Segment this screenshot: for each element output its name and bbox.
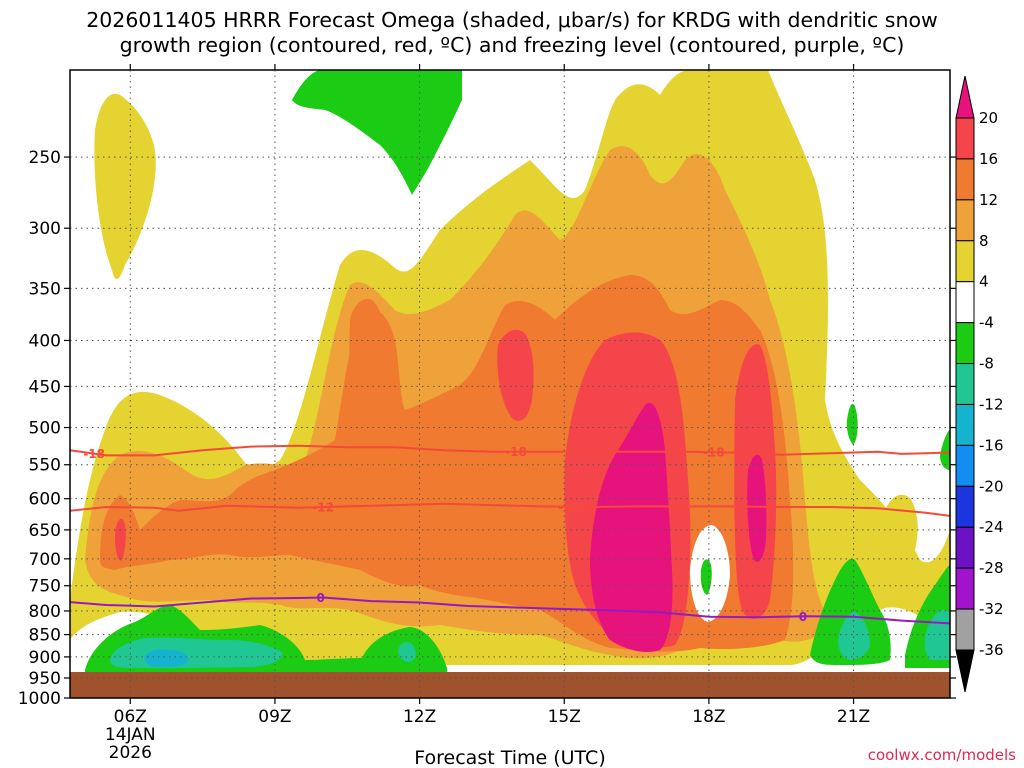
omega-shading: [70, 70, 950, 672]
shade-cyan-low: [144, 649, 189, 668]
x-date-line2: 2026: [109, 743, 152, 763]
contour-line-0: [70, 444, 950, 457]
colorbar-bin-12: [955, 608, 975, 651]
y-tick-label-500: 500: [29, 419, 61, 439]
colorbar-label-0: 20: [979, 109, 998, 127]
shade-yellow-plume-6z: [94, 93, 156, 280]
colorbar-bin-5: [955, 322, 975, 365]
colorbar-label-6: -8: [979, 355, 994, 373]
colorbar-bin-6: [955, 363, 975, 405]
x-tick-label-12Z: 12Z: [403, 707, 436, 727]
colorbar-label-7: -12: [979, 395, 1004, 413]
colorbar-label-11: -28: [979, 559, 1004, 577]
colorbar-label-9: -20: [979, 477, 1004, 495]
colorbar: 20 16 12 8 4 -4 -8 -12 -16 -20 -24 -28 -32 -36: [955, 75, 1004, 693]
colorbar-label-5: -4: [979, 314, 994, 332]
colorbar-label-1: 16: [979, 150, 998, 168]
shade-magenta-core: [590, 402, 673, 652]
contour-label-0-1: -18: [505, 445, 527, 459]
y-tick-label-300: 300: [29, 219, 61, 239]
y-tick-label-350: 350: [29, 279, 61, 299]
contour-line-2: [70, 596, 950, 625]
chart-title-line1: 2026011405 HRRR Forecast Omega (shaded, …: [86, 8, 938, 32]
contour-label-0-2: -18: [703, 446, 725, 460]
x-tick-label-21Z: 21Z: [837, 707, 870, 727]
colorbar-bin-8: [955, 444, 975, 487]
colorbar-label-8: -16: [979, 436, 1004, 454]
shade-green-far-right: [940, 430, 950, 470]
contour-label-1-0: -12: [312, 501, 334, 515]
contour-lines: -18 -18 -18 -12 -12 0 0: [70, 444, 950, 625]
y-tick-label-600: 600: [29, 490, 61, 510]
colorbar-bin-2: [955, 199, 975, 242]
y-tick-label-550: 550: [29, 456, 61, 476]
colorbar-bin-9: [955, 485, 975, 528]
x-tick-label-09Z: 09Z: [258, 707, 291, 727]
contour-line-1: [70, 502, 950, 517]
shade-white-gap-9z: [175, 300, 320, 475]
colorbar-bin-10: [955, 526, 975, 569]
contour-label-0-0: -18: [83, 447, 105, 461]
y-tick-label-900: 900: [29, 648, 61, 668]
y-tick-label-650: 650: [29, 521, 61, 541]
x-axis-label: Forecast Time (UTC): [414, 747, 605, 768]
colorbar-bin-3: [955, 240, 975, 283]
y-tick-label-1000: 1000: [18, 689, 61, 709]
shade-red-6z: [115, 518, 126, 561]
x-tick-label-18Z: 18Z: [692, 707, 725, 727]
shade-red-14z: [497, 329, 534, 421]
colorbar-bin-1: [955, 158, 975, 201]
x-tick-label-15Z: 15Z: [548, 707, 581, 727]
colorbar-bin-0: [955, 117, 975, 160]
chart-title-line2: growth region (contoured, red, ºC) and f…: [120, 33, 905, 57]
colorbar-bottom-extend: [955, 649, 975, 693]
y-tick-label-400: 400: [29, 331, 61, 351]
colorbar-label-10: -24: [979, 518, 1004, 536]
y-tick-label-700: 700: [29, 550, 61, 570]
x-tick-label-06Z: 06Z: [114, 707, 147, 727]
colorbar-bin-4: [955, 281, 975, 324]
y-tick-label-750: 750: [29, 577, 61, 597]
colorbar-bin-11: [955, 567, 975, 610]
contour-label-2-0: 0: [317, 591, 325, 605]
colorbar-top-extend: [955, 75, 975, 119]
colorbar-label-4: 4: [979, 273, 989, 291]
y-tick-label-850: 850: [29, 626, 61, 646]
colorbar-bin-7: [955, 403, 975, 446]
y-tick-label-450: 450: [29, 377, 61, 397]
colorbar-label-13: -36: [979, 641, 1004, 659]
y-axis: 2503003504004505005506006507007508008509…: [18, 148, 956, 709]
credit-link[interactable]: coolwx.com/models: [868, 746, 1016, 764]
y-tick-label-250: 250: [29, 148, 61, 168]
shade-green-low-right: [810, 558, 891, 665]
y-tick-label-800: 800: [29, 602, 61, 622]
ground-fill: [70, 672, 950, 698]
shade-orange-11z: [349, 298, 393, 515]
colorbar-label-3: 8: [979, 232, 989, 250]
colorbar-label-2: 12: [979, 191, 998, 209]
colorbar-label-12: -32: [979, 600, 1004, 618]
x-date-line1: 14JAN: [105, 725, 156, 745]
contour-label-1-1: -12: [558, 500, 580, 514]
gridlines: [70, 70, 950, 698]
shade-teal-low-right: [838, 612, 870, 660]
shade-magenta-19z: [747, 454, 767, 562]
shade-green-21z: [846, 403, 858, 445]
y-tick-label-950: 950: [29, 669, 61, 689]
plot-frame: [69, 69, 951, 699]
contour-label-2-1: 0: [799, 610, 807, 624]
